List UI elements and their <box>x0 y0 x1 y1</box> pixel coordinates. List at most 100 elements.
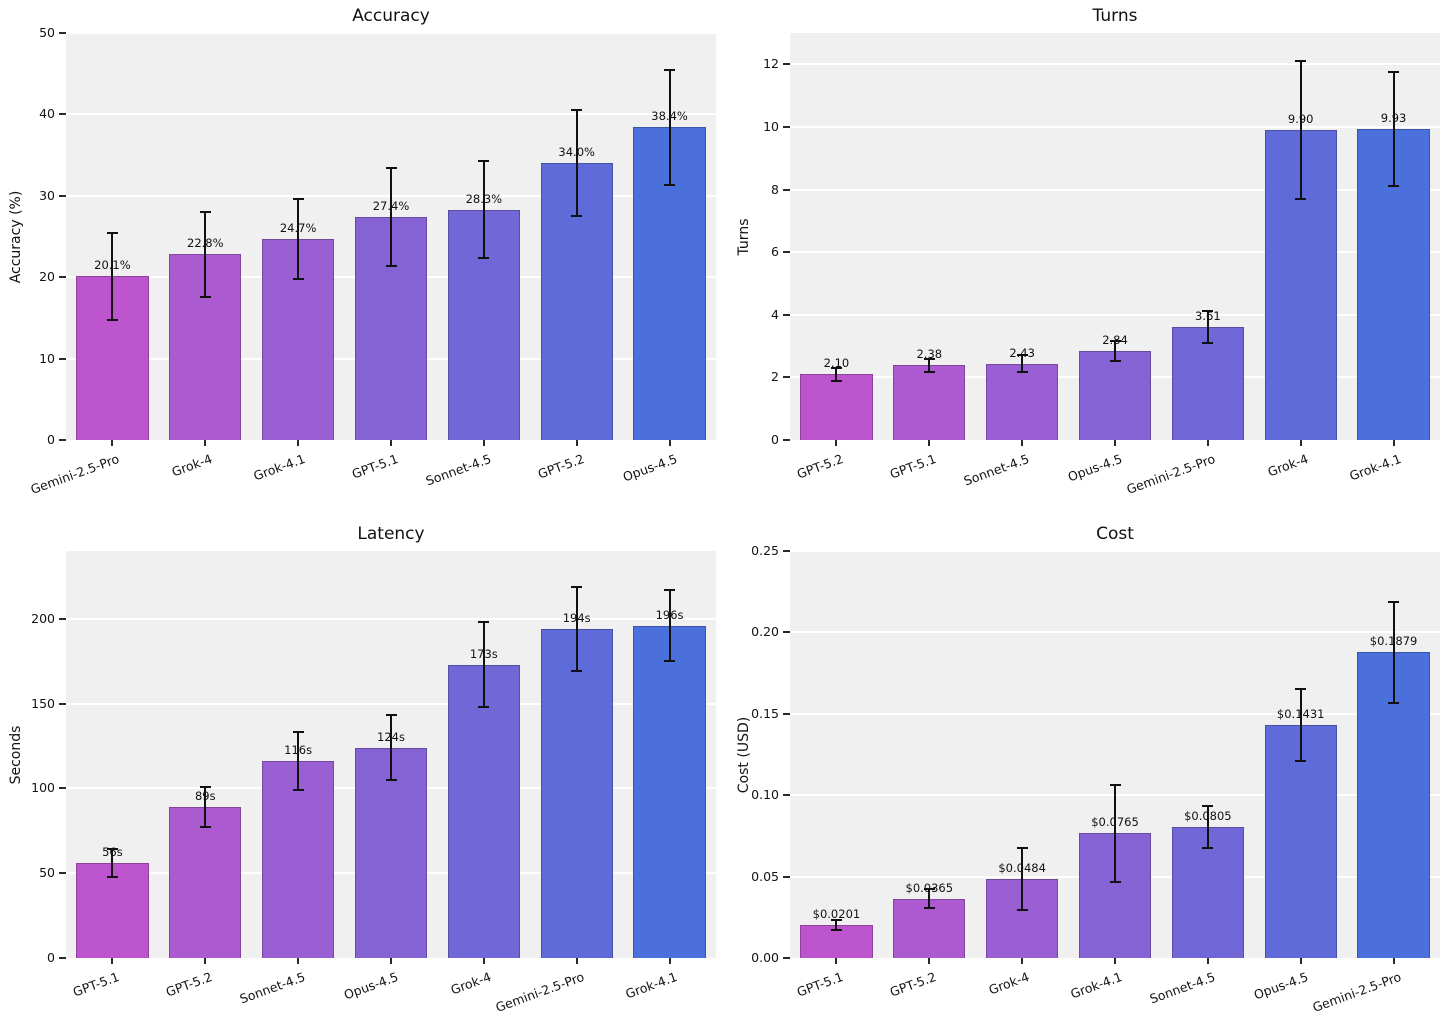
bar <box>76 863 149 958</box>
x-tick-mark <box>1392 440 1395 446</box>
grid-line <box>790 550 1440 552</box>
y-tick-mark <box>59 194 66 197</box>
y-tick-mark <box>59 702 66 705</box>
y-tick-label: 50 <box>39 25 55 40</box>
y-tick-label: 0 <box>771 432 779 447</box>
error-bar-cap-top <box>199 785 211 788</box>
x-tick-mark <box>1206 440 1209 446</box>
bar-value-label: 116s <box>284 743 313 758</box>
x-tick-mark <box>1021 958 1024 964</box>
error-bar <box>204 212 207 297</box>
error-bar-cap-top <box>292 198 304 201</box>
bar-value-label: $0.0765 <box>1091 815 1139 830</box>
x-tick-mark <box>1021 440 1024 446</box>
error-bar-cap-bottom <box>571 215 583 218</box>
y-tick-label: 200 <box>31 610 55 626</box>
error-bar-cap-bottom <box>478 257 490 260</box>
error-bar-cap-top <box>385 167 397 170</box>
bar-value-label: 22.8% <box>187 236 224 251</box>
y-tick-label: 4 <box>771 306 779 322</box>
error-bar <box>668 590 671 662</box>
y-tick-label: 50 <box>39 865 55 881</box>
error-bar-cap-bottom <box>1202 341 1214 344</box>
y-tick-label: 20 <box>39 269 55 285</box>
bar-value-label: 196s <box>655 607 684 622</box>
plot-title: Cost <box>1096 524 1134 544</box>
bar-value-label: $0.0201 <box>812 907 861 922</box>
y-tick-mark <box>783 63 790 66</box>
error-bar-cap-top <box>830 919 842 922</box>
error-bar-cap-bottom <box>664 184 676 187</box>
error-bar-cap-bottom <box>1202 847 1214 850</box>
error-bar <box>1021 848 1024 911</box>
bar <box>985 363 1059 440</box>
y-tick-label: 150 <box>31 695 55 711</box>
y-tick-label: 0.00 <box>751 950 779 965</box>
bar-value-label: 194s <box>562 611 591 625</box>
error-bar <box>1021 355 1024 373</box>
bar-value-label: $0.0365 <box>905 880 954 895</box>
x-tick-mark <box>390 440 392 446</box>
x-tick-mark <box>482 958 485 964</box>
y-tick-label: 0.10 <box>751 787 779 803</box>
error-bar-cap-bottom <box>1295 197 1307 200</box>
y-tick-mark <box>783 188 790 191</box>
y-tick-mark <box>59 957 66 959</box>
y-tick-mark <box>783 251 790 254</box>
y-tick-label: 2 <box>771 369 779 385</box>
error-bar-cap-top <box>292 731 304 734</box>
error-bar <box>297 199 300 279</box>
x-tick-mark <box>1206 958 1209 964</box>
error-bar-cap-top <box>478 621 490 624</box>
bar-value-label: 27.4% <box>372 198 410 213</box>
error-bar-cap-bottom <box>1109 360 1121 363</box>
y-tick-mark <box>783 712 790 715</box>
bar-value-label: $0.1879 <box>1369 634 1418 649</box>
y-tick-label: 12 <box>763 56 779 72</box>
y-tick-mark <box>783 631 790 634</box>
x-tick-mark <box>297 958 300 964</box>
x-tick-mark <box>835 440 838 446</box>
subplot-turns: Turns Turns 0 2 4 6 8 10 12 2.10 GPT-5.2 2.38 GPT-… <box>728 0 1456 518</box>
error-bar-cap-bottom <box>478 706 490 709</box>
y-tick-label: 0.25 <box>751 543 779 558</box>
grid-line <box>790 63 1440 66</box>
error-bar <box>204 786 207 828</box>
bar-value-label: 9.90 <box>1287 112 1314 127</box>
grid-line <box>790 712 1440 715</box>
y-tick-mark <box>783 794 790 797</box>
error-bar <box>1392 601 1395 703</box>
y-tick-mark <box>783 875 790 878</box>
error-bar-cap-top <box>571 109 583 112</box>
x-tick-mark <box>1299 958 1302 964</box>
y-tick-mark <box>59 276 66 279</box>
plot-title: Accuracy <box>352 6 430 26</box>
y-tick-mark <box>783 313 790 316</box>
error-bar-cap-bottom <box>1388 701 1400 704</box>
x-tick-mark <box>204 958 207 964</box>
error-bar <box>482 160 485 259</box>
error-bar-cap-top <box>199 211 211 214</box>
bar-value-label: 56s <box>102 845 123 860</box>
bar-value-label: 2.38 <box>916 347 943 362</box>
plot-title: Latency <box>357 524 425 544</box>
grid-line <box>66 32 716 34</box>
bar-value-label: $0.1431 <box>1276 707 1325 722</box>
bar-value-label: 24.7% <box>279 220 317 235</box>
x-tick-mark <box>297 440 300 446</box>
error-bar-cap-top <box>1202 310 1214 313</box>
y-tick-mark <box>59 872 66 875</box>
error-bar <box>928 358 931 373</box>
error-bar <box>111 233 114 320</box>
x-tick-mark <box>1299 440 1302 446</box>
bar <box>447 664 521 958</box>
x-tick-mark <box>111 440 114 446</box>
error-bar <box>575 110 578 217</box>
bar-value-label: 9.93 <box>1380 111 1407 126</box>
y-tick-mark <box>59 439 66 441</box>
error-bar-cap-top <box>1295 688 1307 691</box>
bar-value-label: 20.1% <box>94 258 131 273</box>
error-bar-cap-bottom <box>1016 909 1028 912</box>
y-tick-label: 10 <box>763 118 779 134</box>
y-tick-mark <box>59 113 66 116</box>
